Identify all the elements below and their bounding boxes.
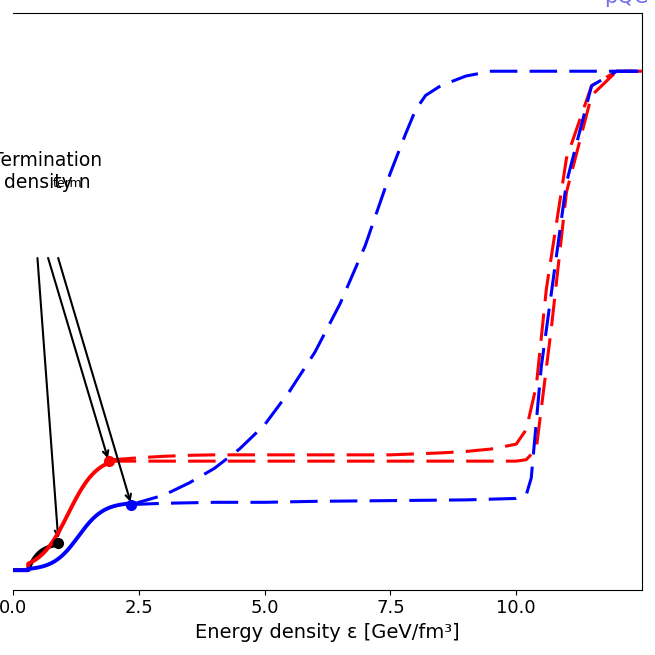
Text: pQC: pQC xyxy=(604,0,648,7)
Text: Termination
density n: Termination density n xyxy=(0,151,102,193)
Text: term: term xyxy=(52,177,82,190)
X-axis label: Energy density ε [GeV/fm³]: Energy density ε [GeV/fm³] xyxy=(195,623,460,642)
